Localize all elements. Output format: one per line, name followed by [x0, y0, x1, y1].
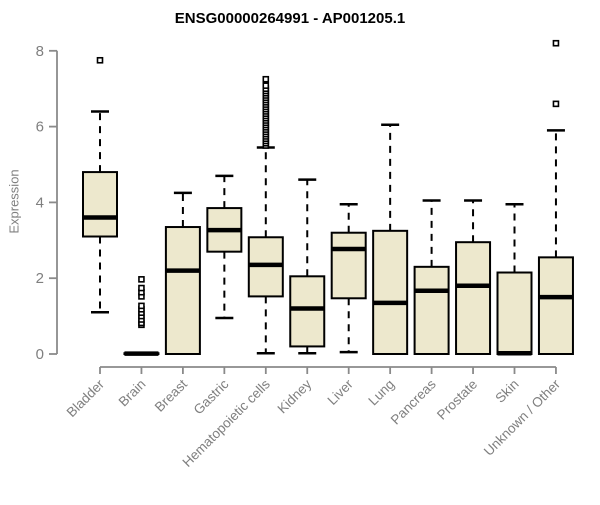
y-axis-tick-label: 0: [36, 346, 44, 363]
x-axis-category-label: Brain: [116, 377, 149, 410]
outlier-point: [552, 39, 560, 47]
y-axis-tick-label: 8: [36, 43, 44, 60]
box-unknown-other: [537, 39, 574, 356]
box-skin: [496, 203, 533, 356]
box-pancreas: [413, 199, 450, 355]
box-kidney: [289, 178, 326, 355]
x-axis-category-label: Lung: [365, 377, 397, 409]
x-axis-category-label: Gastric: [191, 376, 232, 417]
outlier-point: [262, 75, 270, 83]
outlier-point: [96, 56, 104, 64]
iqr-box: [82, 171, 118, 238]
iqr-box: [537, 256, 574, 356]
iqr-box: [372, 229, 409, 355]
iqr-box: [413, 265, 450, 355]
box-liver: [330, 203, 367, 354]
box-bladder: [82, 56, 118, 314]
y-axis-tick-label: 2: [36, 270, 44, 287]
x-axis-category-label: Unknown / Other: [481, 376, 564, 459]
box-breast: [164, 191, 201, 355]
iqr-box: [164, 226, 201, 355]
y-axis: 0 2 4 6 8: [36, 43, 58, 363]
outlier-point: [262, 82, 270, 89]
x-axis-category-label: Bladder: [64, 376, 108, 420]
x-axis-category-label: Skin: [492, 377, 521, 406]
iqr-box: [289, 275, 326, 348]
outlier-point: [138, 302, 145, 310]
iqr-box: [455, 241, 492, 356]
x-axis-category-label: Kidney: [275, 376, 315, 416]
box-hematopoietic-cells: [247, 75, 284, 355]
y-axis-tick-label: 4: [36, 194, 44, 211]
x-axis-category-label: Prostate: [434, 377, 480, 423]
outlier-point: [138, 276, 145, 283]
outlier-point: [552, 100, 560, 108]
chart-title: ENSG00000264991 - AP001205.1: [174, 10, 406, 27]
box-prostate: [455, 199, 492, 356]
x-axis-category-label: Liver: [325, 376, 357, 408]
box-brain: [123, 276, 160, 356]
outlier-point: [138, 284, 145, 292]
x-axis-category-label: Breast: [152, 376, 190, 414]
y-axis-label: Expression: [6, 169, 22, 234]
iqr-box: [496, 271, 533, 356]
iqr-box: [330, 231, 367, 300]
x-axis-category-label: Pancreas: [388, 376, 439, 427]
box-gastric: [206, 174, 243, 320]
y-axis-tick-label: 6: [36, 119, 44, 136]
box-lung: [372, 123, 409, 355]
